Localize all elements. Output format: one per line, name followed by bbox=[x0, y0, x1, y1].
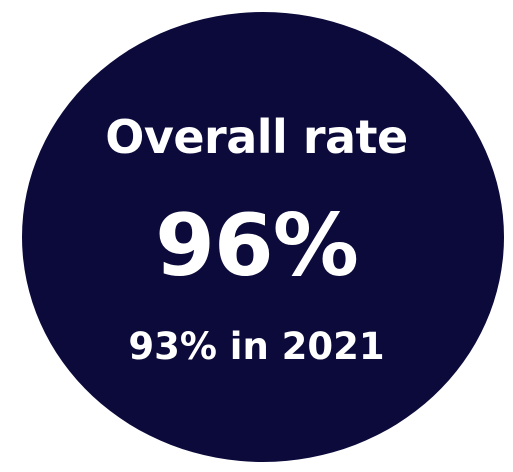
rate-value: 96% bbox=[155, 196, 359, 296]
rate-label: Overall rate bbox=[105, 110, 408, 164]
rate-comparison: 93% in 2021 bbox=[128, 325, 385, 368]
rate-circle bbox=[22, 12, 504, 462]
